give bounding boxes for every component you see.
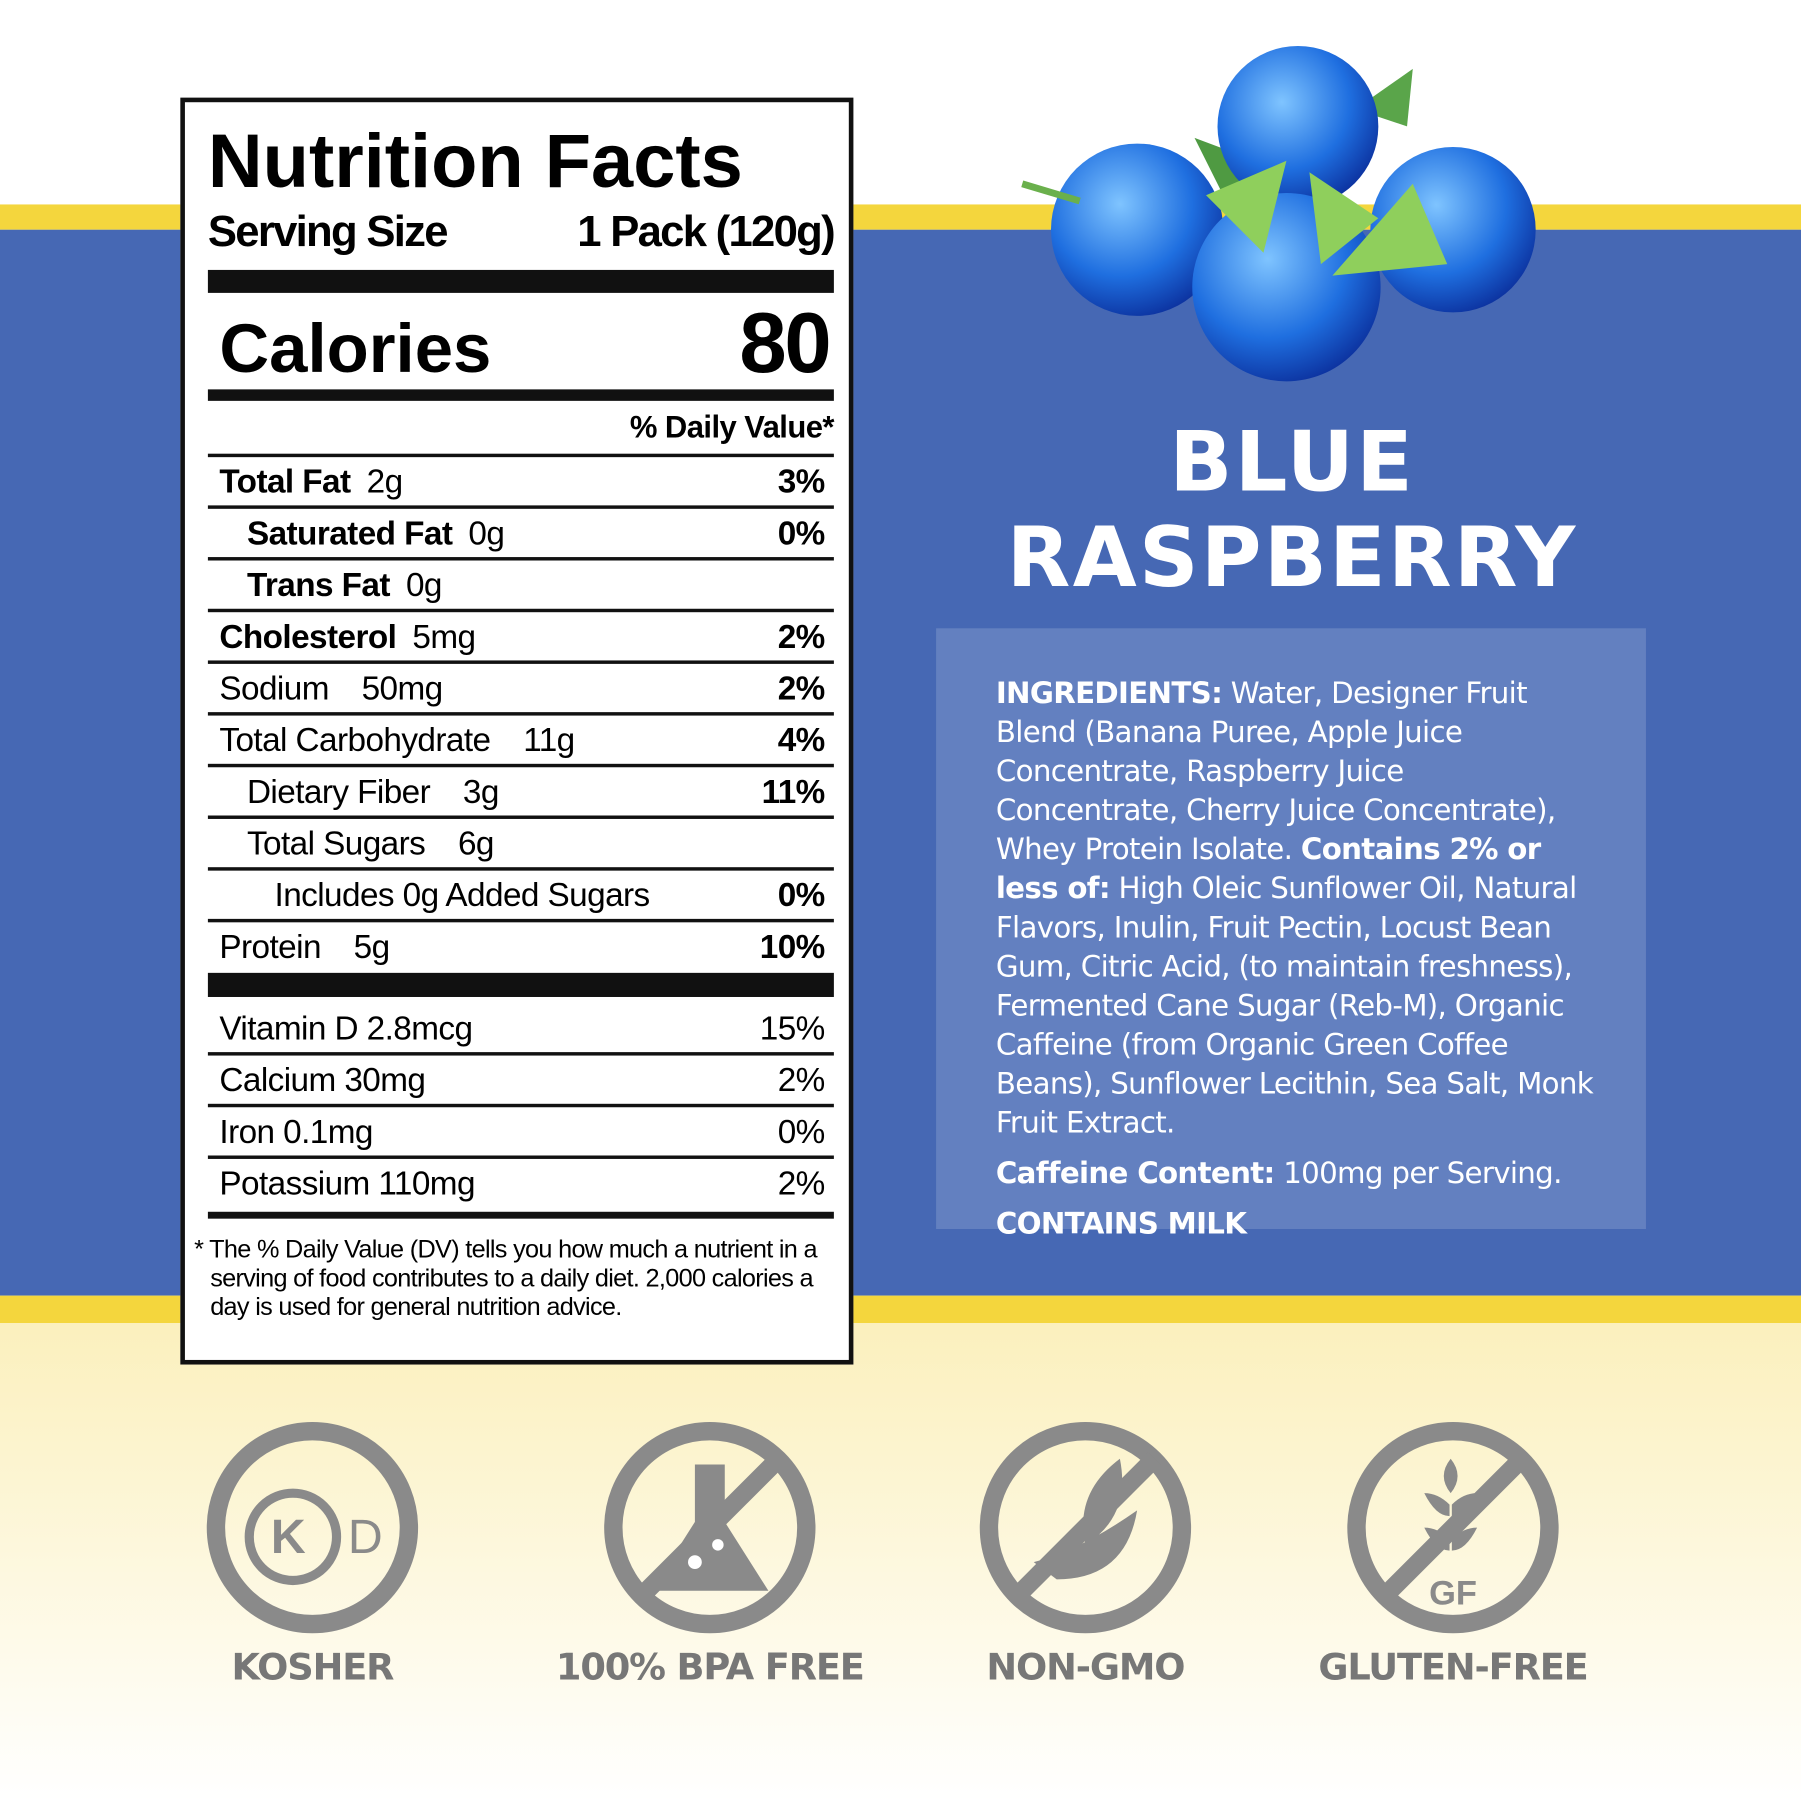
nutrient-name: Total Carbohydrate [219,722,491,760]
nutrient-amount: 2g [366,464,403,501]
raspberries [1021,45,1536,382]
vitamin-dv: 2% [777,1062,826,1100]
medium-rule [207,389,834,401]
nutrient-row: Protein 5g 10% [208,922,834,970]
vitamin-row: Iron 0.1mg 0% [207,1107,834,1159]
badge-label: 100% BPA FREE [555,1644,865,1689]
nutrient-dv: 0% [777,877,826,915]
nutrient-left: Cholesterol 5mg [208,612,476,660]
nutrient-list: Total Fat 2g 3% Saturated Fat 0g 0% Trans Fa… [207,457,834,970]
vitamin-name: Potassium 110mg [219,1165,475,1203]
ingredients-list: Water, Designer Fruit Blend (Banana Pure… [995,676,1556,868]
nutrient-row: Cholesterol 5mg 2% [207,612,834,664]
vitamin-dv: 2% [777,1165,826,1203]
calories-label: Calories [219,310,492,388]
vitamin-row: Potassium 110mg 2% [208,1159,834,1207]
thick-rule [207,269,834,293]
nutrient-row: Total Carbohydrate 11g 4% [207,716,834,768]
nutrient-name: Trans Fat [246,567,391,605]
nutrient-amount: 0g [405,567,442,605]
nutrient-amount: 6g [457,825,494,863]
vitamin-name: Calcium 30mg [219,1062,426,1100]
serving-label: Serving Size [207,207,449,257]
nutrient-amount: 50mg [361,670,444,708]
cream-area [0,1323,1801,1801]
nutrient-row: Sodium 50mg 2% [207,664,834,716]
nutrient-left: Trans Fat 0g [208,561,443,609]
nutrient-amount: 5mg [412,619,476,656]
nutrient-left: Dietary Fiber 3g [208,767,499,815]
vitamin-row: Vitamin D 2.8mcg 15% [207,1004,834,1056]
vitamin-row: Calcium 30mg 2% [207,1056,834,1108]
kosher-d: D [348,1510,383,1564]
nutrient-dv: 11% [761,774,826,811]
caffeine-label: Caffeine Content: [995,1156,1275,1192]
product-name: RASPBERRY [1006,508,1578,606]
calories-row: Calories 80 [208,293,834,389]
nutrient-name: Protein [219,929,321,966]
gf-text: GF [1429,1575,1477,1613]
nutrient-row: Trans Fat 0g [207,561,834,613]
vitamin-dv: 0% [777,1114,826,1151]
nutrient-dv: 2% [777,619,826,656]
badge-glyphs [651,1458,1478,1591]
badge-label: NON-GMO [986,1644,1185,1689]
nutrient-dv: 10% [759,929,826,966]
serving-row: Serving Size 1 Pack (120g) [207,206,836,259]
ingredients-label: INGREDIENTS: [995,676,1223,711]
nutrient-name: Sodium [219,670,329,708]
nutrient-left: Sodium 50mg [208,664,443,712]
ingredients-box: INGREDIENTS: Water, Designer Fruit Blend… [936,628,1646,1242]
vitamin-list: Vitamin D 2.8mcg 15% Calcium 30mg 2% Iron 0.… [207,1004,834,1207]
badge-label: KOSHER [231,1644,394,1689]
nutrient-name: Total Fat [219,464,351,501]
footnote: * The % Daily Value (DV) tells you how m… [194,1234,817,1321]
nutrient-dv: 3% [777,464,826,501]
nutrient-left: Includes 0g Added Sugars [208,871,651,919]
nutrient-name: Includes 0g Added Sugars [274,877,651,915]
nutrient-name: Total Sugars [246,825,426,863]
allergen: CONTAINS MILK [995,1207,1247,1242]
ingredients-text: INGREDIENTS: Water, Designer Fruit Blend… [995,674,1594,1255]
nutrition-label: Nutrition Facts Serving Size 1 Pack (120… [180,97,854,1365]
vitamin-name: Iron 0.1mg [219,1114,373,1151]
kosher-k: K [271,1510,306,1564]
nutrient-dv: 2% [777,670,826,708]
nutrient-row: Total Sugars 6g [207,819,834,871]
vitamin-dv: 15% [759,1010,826,1048]
thick-rule [207,972,834,997]
product-name: BLUE [1169,413,1415,510]
nutrient-row: Dietary Fiber 3g 11% [207,767,834,819]
calories-value: 80 [739,295,831,391]
nutrient-dv: 0% [777,515,826,553]
nutrient-left: Total Sugars 6g [208,819,494,867]
serving-value: 1 Pack (120g) [577,207,835,257]
nutrient-left: Total Fat 2g [208,457,403,505]
nutrient-amount: 5g [353,929,390,966]
caffeine-text: 100mg per Serving. [1283,1156,1562,1192]
nutrient-amount: 11g [523,722,575,760]
nutrient-dv: 4% [777,722,826,760]
nutrient-left: Saturated Fat 0g [208,509,505,557]
badge-label: GLUTEN-FREE [1318,1644,1588,1689]
nutrient-left: Total Carbohydrate 11g [208,716,575,764]
dv-header: % Daily Value* [207,401,834,458]
nutrient-name: Cholesterol [219,619,397,656]
nutrient-row: Saturated Fat 0g 0% [207,509,834,561]
nutrient-amount: 3g [462,774,499,811]
nutrient-row: Total Fat 2g 3% [207,457,834,509]
nutrient-row: Includes 0g Added Sugars 0% [207,871,834,923]
nutrient-name: Dietary Fiber [246,774,431,811]
nutrition-title: Nutrition Facts [207,118,743,204]
contains-label: Contains 2% or less of: [995,832,1541,907]
contains-list: High Oleic Sunflower Oil, Natural Flavor… [995,871,1594,1141]
nutrient-amount: 0g [468,515,505,553]
vitamin-name: Vitamin D 2.8mcg [219,1010,473,1048]
rule [207,1211,834,1219]
nutrient-name: Saturated Fat [246,515,453,553]
nutrient-left: Protein 5g [208,922,390,970]
